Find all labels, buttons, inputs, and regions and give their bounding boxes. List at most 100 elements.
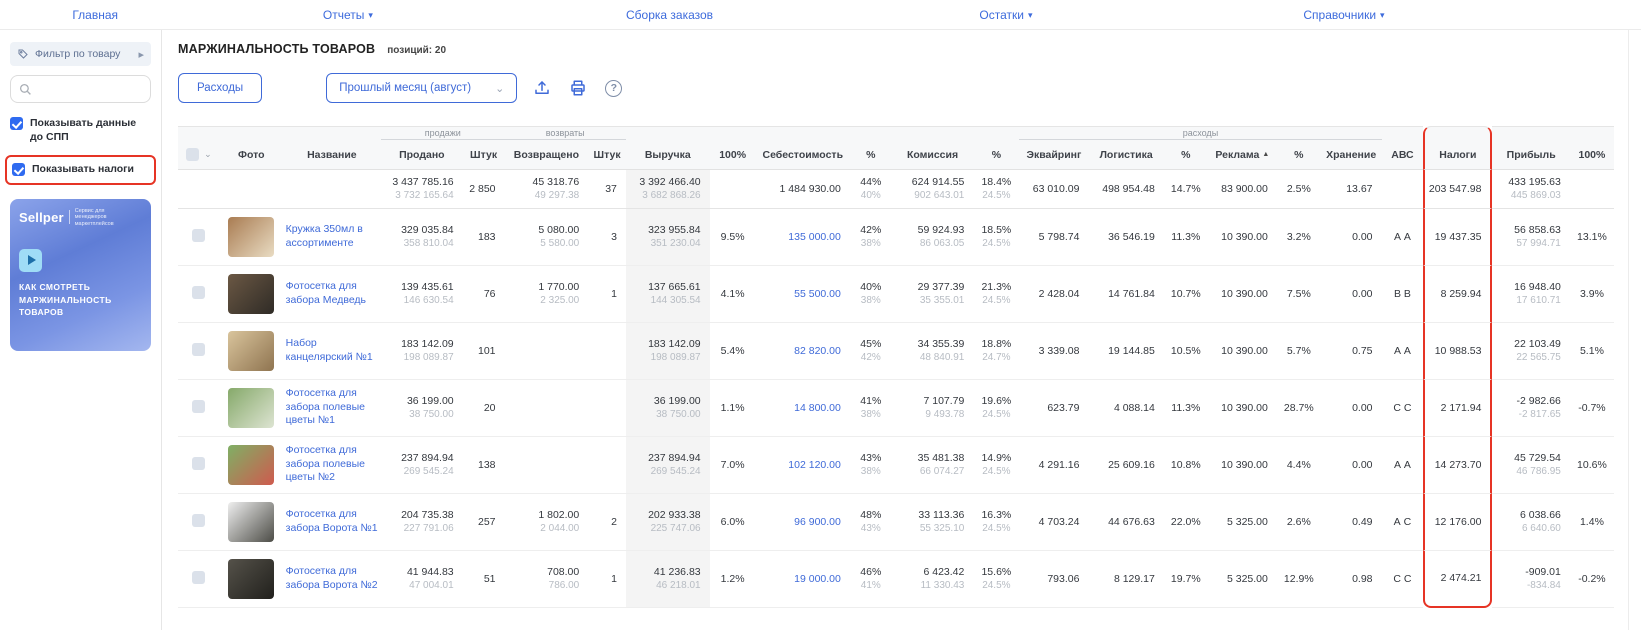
product-photo xyxy=(228,331,274,371)
column-header-revenue[interactable]: Выручка xyxy=(626,140,710,170)
column-header-select[interactable]: ⌄ xyxy=(178,140,220,170)
product-name-link[interactable]: Набор канцелярский №1 xyxy=(286,337,378,364)
column-header-ads_pct[interactable]: % xyxy=(1277,140,1321,170)
cell-cost: 19 000.00 xyxy=(756,551,850,608)
nav-item-stocks[interactable]: Остатки▾ xyxy=(979,0,1032,30)
filter-header-label: Фильтр по товару xyxy=(35,48,120,60)
scrollbar-gutter[interactable] xyxy=(1628,30,1641,630)
play-button[interactable] xyxy=(19,249,42,272)
product-search[interactable] xyxy=(10,75,151,103)
cell-cost_pct: 43%38% xyxy=(850,437,892,494)
cell-ads_pct: 4.4% xyxy=(1277,437,1321,494)
product-name-link[interactable]: Фотосетка для забора полевые цветы №2 xyxy=(286,444,378,485)
row-checkbox[interactable] xyxy=(192,343,205,356)
help-button[interactable]: ? xyxy=(605,80,622,97)
product-name-link[interactable]: Кружка 350мл в ассортименте xyxy=(286,223,378,250)
cost-value-link[interactable]: 14 800.00 xyxy=(759,401,841,415)
product-name-link[interactable]: Фотосетка для забора Медведь xyxy=(286,280,378,307)
column-header-name[interactable]: Название xyxy=(283,140,381,170)
column-header-returned[interactable]: Возвращено xyxy=(505,140,589,170)
select-all-checkbox[interactable] xyxy=(186,148,199,161)
cell-logistics_pct: 11.3% xyxy=(1164,209,1208,266)
cell-ads: 10 390.00 xyxy=(1208,323,1277,380)
column-header-ads[interactable]: Реклама▲ xyxy=(1208,140,1277,170)
checkbox-label: Показывать налоги xyxy=(32,163,134,177)
nav-item-order-assembly[interactable]: Сборка заказов xyxy=(626,0,713,30)
column-header-commission[interactable]: Комиссия xyxy=(892,140,974,170)
column-header-storage[interactable]: Хранение xyxy=(1321,140,1382,170)
column-header-photo[interactable]: Фото xyxy=(220,140,283,170)
column-header-acquiring[interactable]: Эквайринг xyxy=(1019,140,1088,170)
main-content: МАРЖИНАЛЬНОСТЬ ТОВАРОВ позиций: 20 Расхо… xyxy=(162,30,1628,630)
sidebar-checkbox-show-taxes[interactable]: Показывать налоги xyxy=(5,155,156,185)
expenses-button[interactable]: Расходы xyxy=(178,73,262,103)
page-title: МАРЖИНАЛЬНОСТЬ ТОВАРОВ xyxy=(178,42,375,56)
row-checkbox[interactable] xyxy=(192,229,205,242)
cell-revenue: 202 933.38225 747.06 xyxy=(626,494,710,551)
cell-select xyxy=(178,323,220,380)
column-header-cost_pct[interactable]: % xyxy=(850,140,892,170)
sidebar-checkbox-show-spp[interactable]: Показывать данные до СПП xyxy=(10,117,151,144)
cell-cost: 96 900.00 xyxy=(756,494,850,551)
totals-cell-ads: 83 900.00 xyxy=(1208,170,1277,209)
column-group-label: продажи xyxy=(381,126,504,140)
checkbox-icon[interactable] xyxy=(12,163,25,176)
product-name-link[interactable]: Фотосетка для забора Ворота №2 xyxy=(286,565,378,592)
row-checkbox[interactable] xyxy=(192,514,205,527)
banner-caption: КАК СМОТРЕТЬ МАРЖИНАЛЬНОСТЬ ТОВАРОВ xyxy=(19,281,129,319)
search-input[interactable] xyxy=(38,83,142,95)
column-header-logistics_pct[interactable]: % xyxy=(1164,140,1208,170)
column-header-sold_qty[interactable]: Штук xyxy=(463,140,505,170)
checkbox-icon[interactable] xyxy=(10,117,23,130)
cell-abc: С С xyxy=(1382,380,1424,437)
top-nav: Главная Отчеты▾ Сборка заказов Остатки▾ Спра… xyxy=(0,0,1641,30)
column-header-profit_pct[interactable]: 100% xyxy=(1570,140,1614,170)
nav-item-directories[interactable]: Справочники▾ xyxy=(1303,0,1384,30)
cost-value-link[interactable]: 96 900.00 xyxy=(759,515,841,529)
cell-sold_qty: 138 xyxy=(463,437,505,494)
logo-divider xyxy=(69,210,70,224)
column-header-commission_pct[interactable]: % xyxy=(973,140,1019,170)
nav-item-reports[interactable]: Отчеты▾ xyxy=(323,0,373,30)
row-checkbox[interactable] xyxy=(192,457,205,470)
column-header-returned_qty[interactable]: Штук xyxy=(588,140,626,170)
nav-item-home[interactable]: Главная xyxy=(72,0,118,30)
cell-acquiring: 4 291.16 xyxy=(1019,437,1088,494)
column-header-cost[interactable]: Себестоимость xyxy=(756,140,850,170)
cell-sold: 41 944.8347 004.01 xyxy=(381,551,463,608)
cell-ads_pct: 2.6% xyxy=(1277,494,1321,551)
table-row: Фотосетка для забора полевые цветы №2 237… xyxy=(178,437,1614,494)
cost-value-link[interactable]: 135 000.00 xyxy=(759,230,841,244)
cell-revenue: 237 894.94269 545.24 xyxy=(626,437,710,494)
column-header-taxes[interactable]: Налоги xyxy=(1423,140,1492,170)
cost-value-link[interactable]: 102 120.00 xyxy=(759,458,841,472)
cell-returned: 5 080.005 580.00 xyxy=(505,209,589,266)
cost-value-link[interactable]: 19 000.00 xyxy=(759,572,841,586)
product-name-link[interactable]: Фотосетка для забора полевые цветы №1 xyxy=(286,387,378,428)
cell-logistics: 36 546.19 xyxy=(1088,209,1163,266)
cell-returned_qty: 3 xyxy=(588,209,626,266)
cell-revenue: 183 142.09198 089.87 xyxy=(626,323,710,380)
row-checkbox[interactable] xyxy=(192,286,205,299)
export-button[interactable] xyxy=(533,79,551,97)
column-header-sold[interactable]: Продано xyxy=(381,140,463,170)
cell-sold_qty: 20 xyxy=(463,380,505,437)
column-header-profit[interactable]: Прибыль xyxy=(1492,140,1569,170)
promo-banner[interactable]: Sellper Сервис для менеджеров маркетплей… xyxy=(10,199,151,351)
cell-photo xyxy=(220,209,283,266)
row-checkbox[interactable] xyxy=(192,400,205,413)
cell-select xyxy=(178,380,220,437)
column-header-abc[interactable]: АВС xyxy=(1382,140,1424,170)
cell-photo xyxy=(220,437,283,494)
totals-cell-sold: 3 437 785.163 732 165.64 xyxy=(381,170,463,209)
print-button[interactable] xyxy=(569,79,587,97)
column-header-revenue_pct[interactable]: 100% xyxy=(710,140,756,170)
product-name-link[interactable]: Фотосетка для забора Ворота №1 xyxy=(286,508,378,535)
totals-cell-taxes: 203 547.98 xyxy=(1423,170,1492,209)
period-select[interactable]: Прошлый месяц (август) ⌄ xyxy=(326,73,517,103)
row-checkbox[interactable] xyxy=(192,571,205,584)
cost-value-link[interactable]: 55 500.00 xyxy=(759,287,841,301)
cost-value-link[interactable]: 82 820.00 xyxy=(759,344,841,358)
column-header-logistics[interactable]: Логистика xyxy=(1088,140,1163,170)
filter-by-product-header[interactable]: Фильтр по товару ▸ xyxy=(10,42,151,66)
